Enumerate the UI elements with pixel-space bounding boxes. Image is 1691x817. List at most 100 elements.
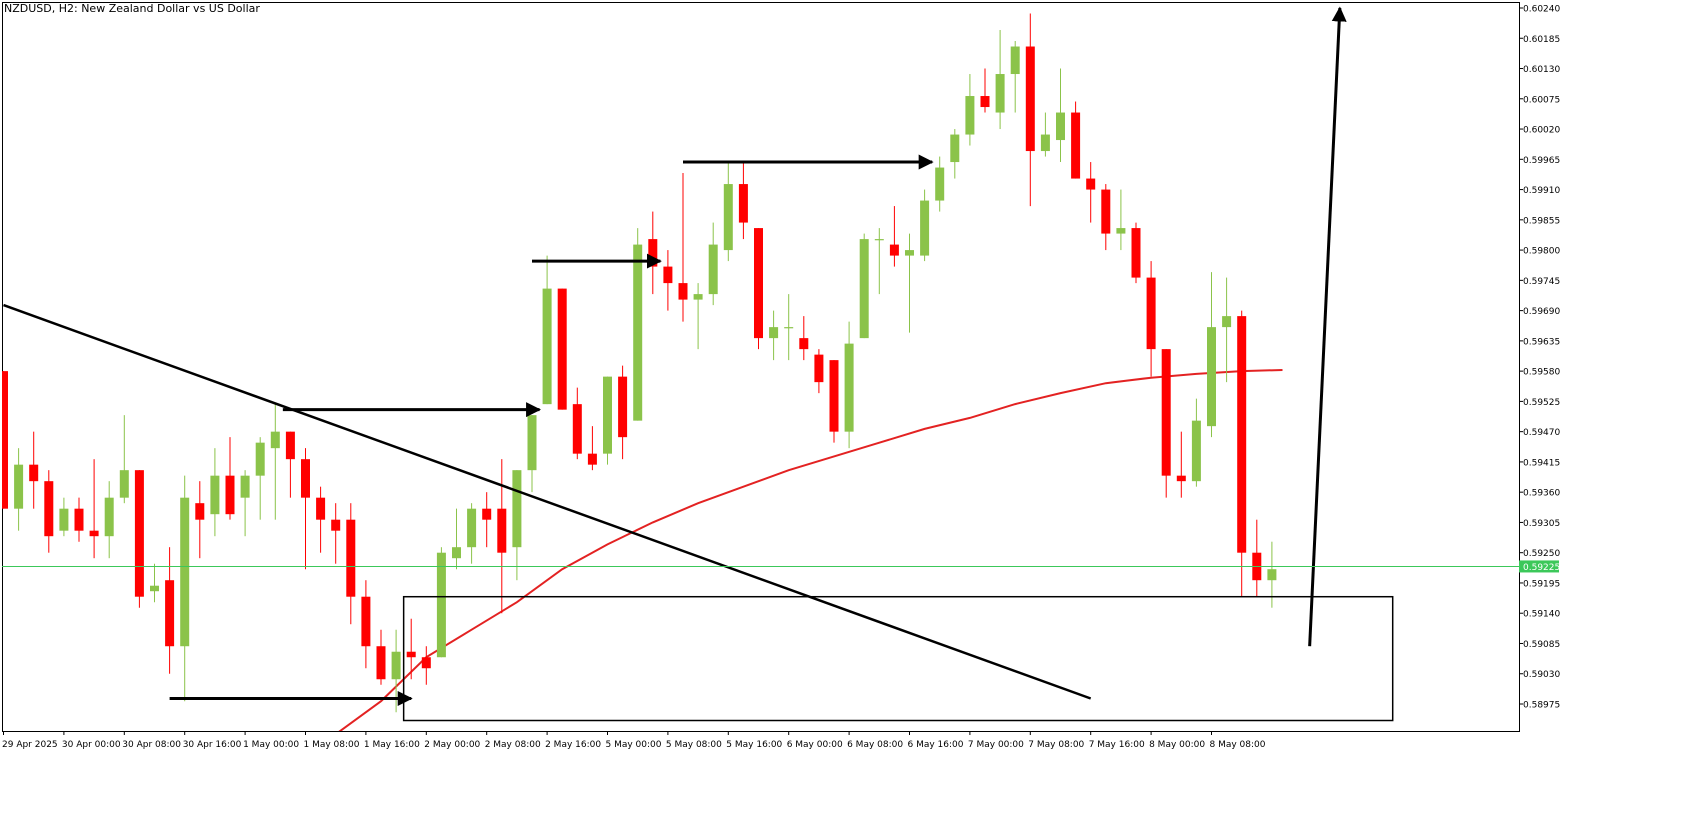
candle xyxy=(1040,112,1050,157)
candle-body xyxy=(29,464,39,482)
candle-body xyxy=(905,250,914,256)
candle xyxy=(376,629,386,685)
candle xyxy=(844,321,854,449)
y-tick-label: 0.59030 xyxy=(1523,670,1560,680)
x-tick-label: 2 May 16:00 xyxy=(545,740,601,750)
y-tick-label: 0.59360 xyxy=(1523,489,1560,499)
y-tick-label: 0.59195 xyxy=(1523,579,1560,589)
y-tick-label: 0.59305 xyxy=(1523,519,1560,529)
candle-body xyxy=(134,470,144,597)
x-tick-label: 7 May 16:00 xyxy=(1089,740,1145,750)
candle-body xyxy=(165,580,175,647)
y-tick-label: 0.59085 xyxy=(1523,640,1560,650)
candle-body xyxy=(769,327,779,339)
candle xyxy=(542,255,552,405)
plot-frame xyxy=(2,2,1520,732)
candle-body xyxy=(784,327,794,329)
x-tick-label: 8 May 08:00 xyxy=(1210,740,1266,750)
candle-body xyxy=(723,184,733,251)
candle xyxy=(1207,272,1216,438)
candle xyxy=(754,228,763,350)
candle-body xyxy=(1237,316,1247,553)
x-tick-label: 2 May 00:00 xyxy=(424,740,480,750)
candle xyxy=(950,129,960,179)
x-tick-label: 30 Apr 08:00 xyxy=(122,740,181,750)
candle xyxy=(301,448,310,570)
candle-body xyxy=(2,371,8,509)
candle xyxy=(74,497,84,542)
candle xyxy=(44,470,54,553)
candle-body xyxy=(255,442,265,476)
candle-body xyxy=(859,239,869,339)
candle xyxy=(436,547,446,658)
candle xyxy=(195,481,205,559)
candle-body xyxy=(618,376,628,438)
candle-body xyxy=(603,376,612,454)
candle-body xyxy=(436,552,446,658)
candle-body xyxy=(829,360,839,432)
candle xyxy=(1161,349,1171,498)
candle-body xyxy=(965,96,975,135)
candle xyxy=(874,228,884,295)
candle-body xyxy=(240,475,250,498)
candle-body xyxy=(74,508,84,531)
candle-body xyxy=(1101,189,1111,234)
candle-body xyxy=(316,497,326,520)
candle xyxy=(1086,162,1096,223)
y-tick-label: 0.60020 xyxy=(1523,126,1560,136)
candle xyxy=(889,206,899,267)
candle xyxy=(995,30,1005,130)
candle xyxy=(59,497,69,537)
candle-body xyxy=(1176,475,1186,482)
current-price-label: 0.59225 xyxy=(1523,563,1560,573)
candle xyxy=(346,503,356,625)
y-tick-label: 0.59800 xyxy=(1523,247,1560,257)
y-tick-label: 0.59415 xyxy=(1523,458,1560,468)
candle xyxy=(1222,277,1232,383)
candle-body xyxy=(331,519,341,531)
candle-body xyxy=(1267,569,1277,581)
candle xyxy=(1010,41,1020,113)
candle xyxy=(1056,68,1065,163)
candle xyxy=(693,283,703,350)
candle-body xyxy=(799,338,809,350)
candle-body xyxy=(814,354,824,383)
candle-body xyxy=(648,239,658,267)
candle-body xyxy=(874,239,884,241)
candle xyxy=(119,415,129,504)
chart-title: NZDUSD, H2: New Zealand Dollar vs US Dol… xyxy=(4,2,260,15)
candle xyxy=(980,68,990,113)
candle-body xyxy=(376,646,386,680)
support-zone xyxy=(402,595,1394,722)
candle-body xyxy=(1071,112,1081,179)
candle xyxy=(1131,222,1141,284)
candle-body xyxy=(633,244,643,421)
y-tick-label: 0.59690 xyxy=(1523,307,1560,317)
candle xyxy=(618,365,628,460)
x-tick-label: 5 May 16:00 xyxy=(726,740,782,750)
candle xyxy=(89,459,99,559)
candle xyxy=(1071,101,1081,179)
candle-body xyxy=(889,244,899,256)
y-tick-label: 0.60130 xyxy=(1523,65,1560,75)
candle xyxy=(1101,184,1111,251)
candle-body xyxy=(59,508,69,531)
candle-body xyxy=(1025,46,1035,152)
candle-body xyxy=(1116,228,1126,234)
candle-body xyxy=(150,585,159,592)
candle xyxy=(406,618,416,680)
candle-body xyxy=(119,470,129,498)
candle-body xyxy=(693,294,703,300)
x-tick-label: 30 Apr 16:00 xyxy=(183,740,242,750)
y-tick-label: 0.59635 xyxy=(1523,337,1560,347)
candle xyxy=(557,288,567,410)
y-tick-label: 0.59525 xyxy=(1523,398,1560,408)
candle xyxy=(799,316,809,361)
candle-body xyxy=(104,497,114,537)
candle-body xyxy=(980,96,990,108)
y-tick-label: 0.60075 xyxy=(1523,95,1560,105)
x-tick-label: 1 May 16:00 xyxy=(364,740,420,750)
x-tick-label: 6 May 16:00 xyxy=(908,740,964,750)
